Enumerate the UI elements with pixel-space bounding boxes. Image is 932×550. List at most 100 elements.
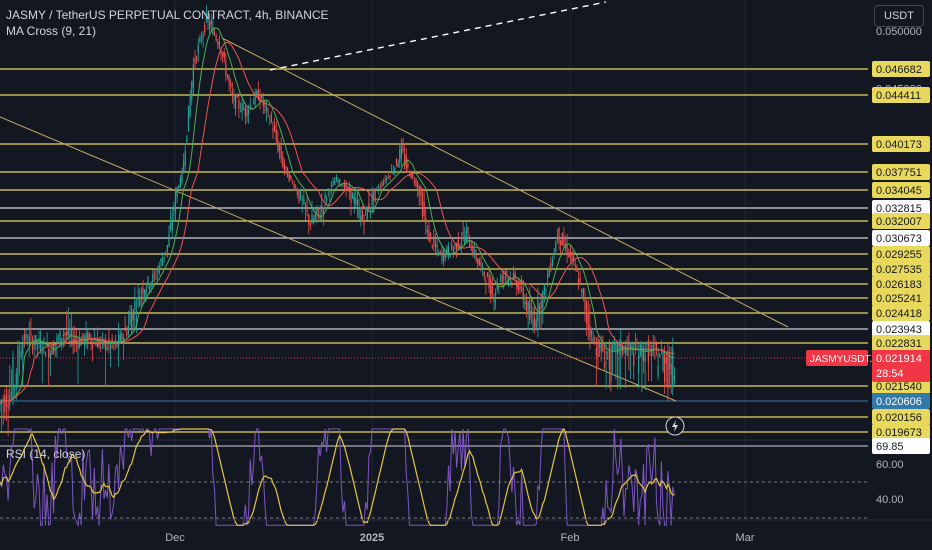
candle-body — [285, 165, 287, 169]
candle-body — [322, 208, 324, 214]
currency-button[interactable]: USDT — [874, 5, 924, 27]
candle-body — [581, 289, 583, 293]
candle-body — [530, 311, 532, 316]
candle-body — [548, 268, 550, 277]
candle-body — [657, 366, 659, 378]
candle-body — [660, 348, 662, 351]
candle-body — [157, 269, 159, 272]
candle-body — [452, 248, 454, 253]
candle-body — [183, 161, 185, 174]
candle-body — [204, 24, 206, 33]
candle-body — [131, 312, 133, 334]
candle-body — [153, 273, 155, 275]
candle-body — [152, 274, 154, 283]
candle-body — [473, 249, 476, 256]
candle-body — [597, 339, 599, 358]
candle-body — [48, 348, 50, 358]
candle-body — [439, 251, 441, 253]
candle-body — [80, 339, 82, 346]
candle-body — [166, 244, 168, 251]
rsi-axis-label: 69.85 — [876, 441, 904, 453]
candle-body — [641, 345, 643, 357]
candle-body — [589, 324, 591, 338]
price-label-badge — [872, 393, 930, 409]
candle-body — [77, 342, 79, 350]
candle-body — [18, 351, 21, 353]
candle-body — [27, 342, 29, 344]
candle-body — [215, 35, 217, 41]
candle-body — [161, 258, 164, 266]
candle-body — [144, 290, 146, 297]
candle-body — [132, 309, 134, 321]
candle-body — [79, 338, 81, 347]
candle-body — [574, 264, 576, 267]
candle-body — [584, 297, 586, 312]
candle-body — [391, 170, 393, 174]
candle-body — [44, 352, 47, 357]
rsi-label: RSI (14, close) — [6, 447, 86, 461]
candle-body — [304, 203, 307, 208]
candle-body — [178, 186, 180, 189]
candle-body — [672, 348, 674, 388]
candle-body — [105, 340, 107, 352]
candle-body — [239, 110, 242, 112]
candle-body — [655, 343, 658, 350]
candle-body — [400, 144, 402, 159]
candle-body — [503, 276, 505, 279]
candle-body — [563, 236, 565, 246]
candle-body — [347, 186, 349, 188]
candle-body — [17, 346, 19, 384]
candle-body — [200, 39, 203, 41]
symbol-badge — [806, 350, 868, 366]
candle-body — [313, 218, 315, 223]
candle-body — [56, 337, 58, 344]
candle-body — [590, 330, 593, 335]
price-axis-label: 0.024418 — [876, 308, 922, 320]
candle-body — [179, 177, 181, 188]
candle-body — [397, 162, 399, 168]
candle-body — [280, 145, 282, 159]
candle-body — [407, 163, 409, 168]
candle-body — [430, 232, 432, 237]
candle-body — [460, 242, 463, 246]
candle-body — [20, 350, 22, 357]
candle-body — [443, 250, 445, 261]
candle-body — [126, 333, 128, 336]
candle-body — [483, 271, 485, 277]
candle-body — [35, 334, 37, 346]
candle-body — [462, 232, 464, 234]
candle-body — [558, 227, 560, 244]
candle-body — [212, 27, 214, 35]
candle-body — [561, 232, 563, 246]
candle-body — [654, 343, 656, 345]
candle-body — [92, 341, 94, 348]
candle-body — [378, 187, 380, 189]
candle-body — [501, 275, 503, 283]
candle-body — [534, 318, 536, 330]
candle-body — [412, 174, 414, 178]
candle-body — [594, 338, 596, 340]
price-axis-label: 0.027535 — [876, 264, 922, 276]
candle-body — [595, 347, 597, 356]
candle-body — [399, 149, 401, 163]
price-axis-label: 0.046682 — [876, 64, 922, 76]
candle-body — [395, 159, 398, 165]
candle-body — [633, 354, 635, 366]
candle-body — [41, 351, 43, 354]
candle-body — [51, 344, 53, 355]
candle-body — [350, 188, 352, 203]
trend-line-upper — [221, 37, 789, 328]
candle-body — [373, 189, 375, 202]
candle-body — [556, 237, 558, 241]
candle-body — [425, 217, 427, 224]
candle-body — [135, 310, 138, 312]
candle-body — [189, 95, 191, 117]
candle-body — [317, 208, 320, 211]
candle-body — [83, 336, 86, 345]
candle-body — [103, 338, 105, 346]
candle-body — [66, 331, 68, 336]
candle-body — [272, 127, 274, 132]
candle-body — [652, 344, 654, 352]
candle-body — [291, 181, 294, 183]
price-label-badge — [872, 321, 930, 337]
